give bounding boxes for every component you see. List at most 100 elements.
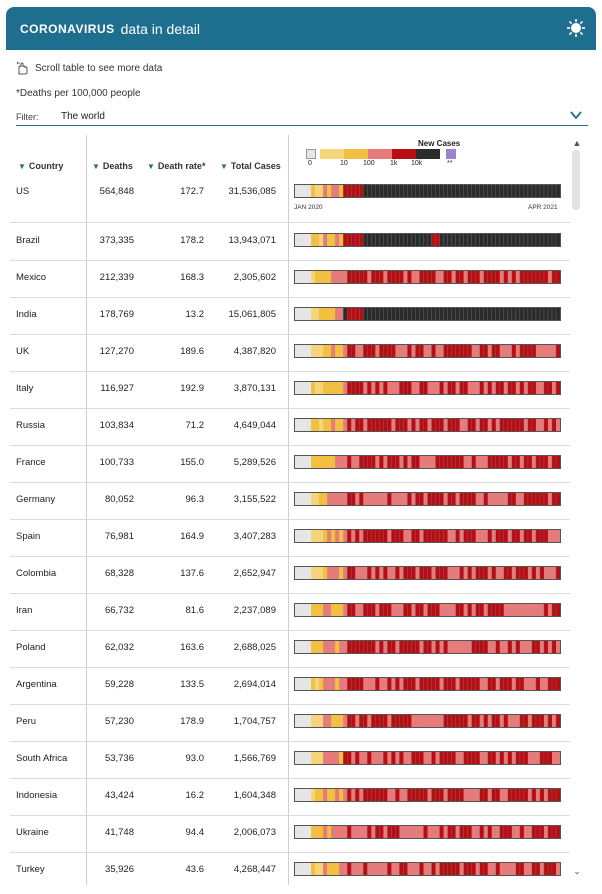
table-row[interactable]: US 564,848 172.7 31,536,085 JAN 2020 APR 2021 (10, 175, 570, 223)
total-cases-cell: 2,237,089 (233, 605, 276, 616)
table-row[interactable]: France 100,733 155.0 5,289,526 (10, 446, 570, 483)
deaths-cell: 178,769 (99, 309, 134, 320)
table-row[interactable]: Spain 76,981 164.9 3,407,283 (10, 520, 570, 557)
deaths-cell: 41,748 (104, 827, 134, 838)
date-start-label: JAN 2020 (294, 204, 323, 211)
country-cell: Argentina (16, 679, 57, 690)
table-row[interactable]: Peru 57,230 178.9 1,704,757 (10, 705, 570, 742)
new-cases-strip (294, 455, 561, 469)
table-row[interactable]: India 178,769 13.2 15,061,805 (10, 298, 570, 335)
table-row[interactable]: Germany 80,052 96.3 3,155,522 (10, 483, 570, 520)
table-row[interactable]: Russia 103,834 71.2 4,649,044 (10, 409, 570, 446)
new-cases-legend: New Cases 0 10 100 1k 10k ** (306, 139, 476, 169)
table-row[interactable]: Italy 116,927 192.9 3,870,131 (10, 372, 570, 409)
rate-cell: 94.4 (185, 827, 205, 838)
country-cell: Mexico (16, 272, 47, 283)
rate-cell: 71.2 (185, 420, 205, 431)
country-column-header[interactable]: ▼ Country (18, 161, 64, 171)
filter-select[interactable]: Filter: The world (16, 110, 588, 126)
table-row[interactable]: Iran 66,732 81.6 2,237,089 (10, 594, 570, 631)
deaths-cell: 43,424 (104, 790, 134, 801)
deaths-cell: 57,230 (104, 716, 134, 727)
scroll-hint-text: Scroll table to see more data (35, 62, 163, 74)
column-divider (86, 135, 87, 885)
deaths-cell: 564,848 (99, 186, 134, 197)
scrollbar-thumb[interactable] (572, 150, 580, 210)
country-cell: Colombia (16, 568, 57, 579)
scroll-hint: Scroll table to see more data (16, 61, 162, 75)
deaths-cell: 100,733 (99, 457, 134, 468)
virus-icon (567, 19, 585, 37)
table-row[interactable]: Brazil 373,335 178.2 13,943,071 (10, 224, 570, 261)
scroll-up-icon[interactable]: ▲ (572, 138, 582, 148)
country-cell: Italy (16, 383, 34, 394)
table-row[interactable]: Ukraine 41,748 94.4 2,006,073 (10, 816, 570, 853)
legend-tick: 0 (308, 160, 312, 167)
country-cell: Poland (16, 642, 46, 653)
rate-cell: 163.6 (180, 642, 204, 653)
rate-column-header[interactable]: ▼ Death rate* (147, 161, 206, 171)
rate-cell: 189.6 (180, 346, 204, 357)
new-cases-strip (294, 788, 561, 802)
legend-tick: ** (447, 160, 453, 167)
rate-cell: 192.9 (180, 383, 204, 394)
deaths-cell: 53,736 (104, 753, 134, 764)
country-cell: Germany (16, 494, 56, 505)
legend-tick: 10k (411, 160, 423, 167)
rate-cell: 155.0 (180, 457, 204, 468)
table-row[interactable]: Indonesia 43,424 16.2 1,604,348 (10, 779, 570, 816)
filter-value: The world (61, 111, 105, 122)
rate-cell: 178.2 (180, 235, 204, 246)
scroll-down-icon[interactable]: ⌄ (573, 866, 581, 876)
data-table[interactable]: ▼ Country ▼ Deaths ▼ Death rate* ▼ Total Cas… (10, 135, 588, 885)
rate-cell: 13.2 (185, 309, 205, 320)
new-cases-strip (294, 418, 561, 432)
rate-cell: 133.5 (180, 679, 204, 690)
deaths-cell: 66,732 (104, 605, 134, 616)
country-cell: Ukraine (16, 827, 49, 838)
new-cases-strip (294, 492, 561, 506)
deaths-cell: 80,052 (104, 494, 134, 505)
table-row[interactable]: Colombia 68,328 137.6 2,652,947 (10, 557, 570, 594)
table-row[interactable]: Turkey 35,926 43.6 4,268,447 (10, 853, 570, 885)
new-cases-strip (294, 640, 561, 654)
total-cases-cell: 4,649,044 (233, 420, 276, 431)
new-cases-strip (294, 344, 561, 358)
country-cell: UK (16, 346, 30, 357)
new-cases-strip (294, 714, 561, 728)
country-cell: France (16, 457, 46, 468)
rate-cell: 96.3 (185, 494, 205, 505)
deaths-cell: 59,228 (104, 679, 134, 690)
total-cases-cell: 15,061,805 (228, 309, 276, 320)
total-column-header[interactable]: ▼ Total Cases (220, 161, 281, 171)
table-row[interactable]: Argentina 59,228 133.5 2,694,014 (10, 668, 570, 705)
total-cases-cell: 31,536,085 (228, 186, 276, 197)
total-cases-cell: 1,604,348 (233, 790, 276, 801)
legend-swatch-c1 (320, 149, 344, 159)
deaths-cell: 62,032 (104, 642, 134, 653)
new-cases-strip (294, 566, 561, 580)
table-row[interactable]: Poland 62,032 163.6 2,688,025 (10, 631, 570, 668)
new-cases-strip (294, 677, 561, 691)
country-cell: Spain (16, 531, 41, 542)
country-cell: US (16, 186, 30, 197)
total-cases-cell: 2,688,025 (233, 642, 276, 653)
legend-swatch-none (306, 149, 316, 159)
table-row[interactable]: UK 127,270 189.6 4,387,820 (10, 335, 570, 372)
rate-cell: 172.7 (180, 186, 204, 197)
deaths-column-header[interactable]: ▼ Deaths (92, 161, 133, 171)
rate-cell: 43.6 (185, 864, 205, 875)
scrollbar[interactable] (570, 136, 582, 881)
table-row[interactable]: South Africa 53,736 93.0 1,566,769 (10, 742, 570, 779)
legend-tick: 1k (390, 160, 398, 167)
table-row[interactable]: Mexico 212,339 168.3 2,305,602 (10, 261, 570, 298)
chevron-down-icon[interactable] (570, 110, 582, 120)
total-cases-cell: 4,268,447 (233, 864, 276, 875)
total-cases-cell: 3,407,283 (233, 531, 276, 542)
new-cases-strip (294, 233, 561, 247)
new-cases-strip (294, 862, 561, 876)
date-end-label: APR 2021 (528, 204, 558, 211)
country-cell: Peru (16, 716, 37, 727)
total-cases-cell: 2,305,602 (233, 272, 276, 283)
new-cases-strip (294, 529, 561, 543)
